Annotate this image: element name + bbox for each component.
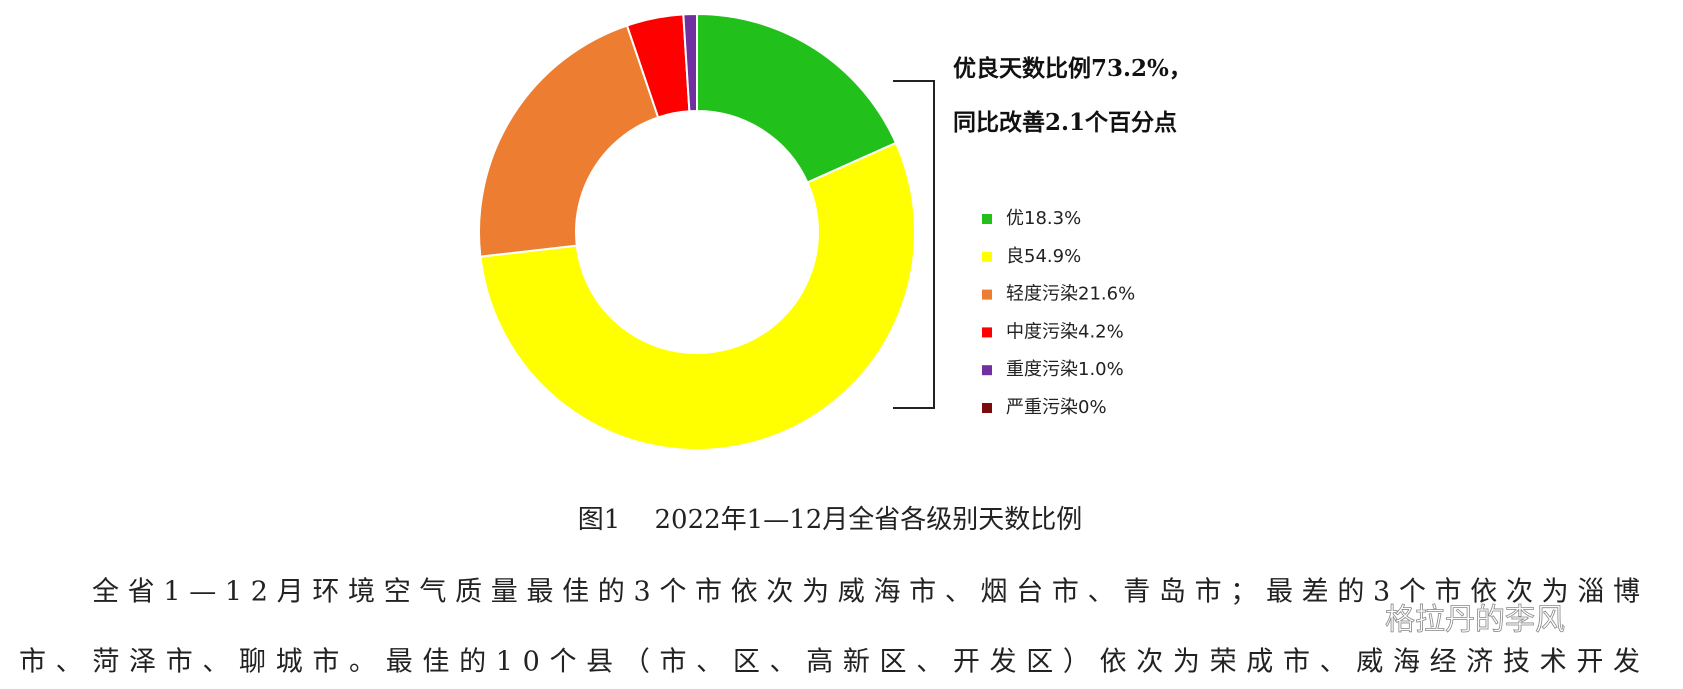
legend-name: 轻度污染 — [1006, 284, 1078, 305]
caption: 图1 2022年1—12月全省各级别天数比例 — [578, 505, 1083, 535]
legend-label: 轻度污染21.6% — [1006, 284, 1135, 305]
legend-name: 严重污染 — [1006, 397, 1078, 418]
paragraph-line: 市、菏泽市、聊城市。最佳的10个县（市、区、高新区、开发区）依次为荣成市、威海经… — [19, 647, 1640, 678]
legend-label: 优18.3% — [1006, 208, 1081, 229]
legend-swatch — [982, 365, 992, 376]
legend-value: 4.2% — [1078, 321, 1124, 342]
legend-value: 21.6% — [1078, 284, 1135, 305]
legend-value: 54.9% — [1024, 246, 1081, 267]
donut-segment — [478, 24, 660, 258]
legend-name: 中度污染 — [1006, 321, 1078, 342]
legend-name: 重度污染 — [1006, 359, 1078, 380]
legend-swatch — [982, 251, 992, 262]
legend-label: 良54.9% — [1006, 246, 1081, 267]
annotation: 优良天数比例73.2%， — [953, 55, 1192, 82]
legend-name: 优 — [1006, 208, 1024, 229]
donut-segment — [696, 12, 898, 184]
legend-swatch — [982, 289, 992, 300]
legend-value: 18.3% — [1024, 208, 1081, 229]
legend-swatch — [982, 403, 992, 413]
donut-segment — [682, 12, 698, 113]
donut-segment — [479, 141, 916, 451]
bracket — [893, 80, 935, 409]
legend-label: 重度污染1.0% — [1006, 359, 1124, 380]
legend-name: 良 — [1006, 246, 1024, 267]
legend-value: 0% — [1078, 397, 1107, 418]
legend-value: 1.0% — [1078, 359, 1124, 380]
annotation: 同比改善2.1个百分点 — [953, 109, 1177, 136]
legend-swatch — [982, 327, 992, 338]
legend-label: 中度污染4.2% — [1006, 321, 1124, 342]
watermark: 格拉丹的李风 — [1385, 603, 1565, 638]
legend-label: 严重污染0% — [1006, 397, 1107, 418]
legend-swatch — [982, 214, 992, 224]
